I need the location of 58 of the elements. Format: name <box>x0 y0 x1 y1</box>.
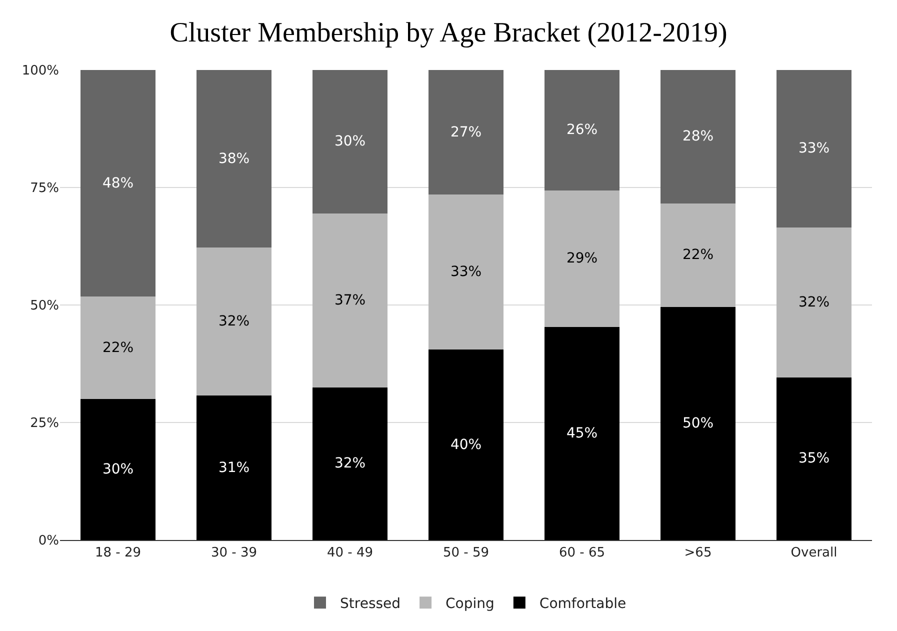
x-tick-label: 30 - 39 <box>210 546 258 561</box>
y-tick-label: 50% <box>30 298 59 314</box>
data-label: 30% <box>334 134 366 150</box>
x-tick-label: Overall <box>790 546 838 561</box>
data-label: 32% <box>218 314 250 330</box>
bar <box>80 70 156 297</box>
data-label: 45% <box>566 426 598 442</box>
bar <box>544 327 620 540</box>
y-tick-label: 100% <box>22 64 59 79</box>
legend-label: Comfortable <box>539 596 626 612</box>
data-label: 37% <box>334 292 366 308</box>
bar <box>196 70 272 248</box>
data-label: 48% <box>102 175 134 192</box>
data-label: 29% <box>566 250 598 267</box>
data-label: 31% <box>218 460 250 476</box>
bar <box>544 70 620 190</box>
x-tick-label: 60 - 65 <box>558 546 606 561</box>
chart-title: Cluster Membership by Age Bracket (2012-2019) <box>170 18 728 49</box>
data-label: 32% <box>334 456 366 472</box>
data-label: 35% <box>798 450 830 467</box>
bar <box>428 194 504 350</box>
bar <box>196 396 272 540</box>
legend-label: Coping <box>446 596 494 612</box>
bar <box>660 70 736 204</box>
data-label: 40% <box>450 436 482 453</box>
y-tick-label: 0% <box>38 534 59 549</box>
data-label: 30% <box>102 462 134 478</box>
bar <box>544 190 620 328</box>
x-tick-label: 50 - 59 <box>442 546 490 561</box>
bar <box>776 377 852 540</box>
x-tick-label: 18 - 29 <box>94 546 142 561</box>
data-label: 26% <box>566 122 598 138</box>
bar <box>776 70 852 228</box>
bar <box>312 213 388 388</box>
bar <box>660 306 736 540</box>
data-label: 38% <box>218 150 250 167</box>
data-label: 27% <box>450 124 482 140</box>
bar <box>80 399 156 540</box>
x-tick-label: >65 <box>684 546 712 561</box>
legend-label: Stressed <box>340 596 401 612</box>
data-label: 32% <box>798 294 830 310</box>
y-tick-label: 25% <box>30 416 59 432</box>
data-label: 28% <box>682 128 714 145</box>
data-label: 33% <box>450 264 482 280</box>
data-label: 22% <box>102 340 134 356</box>
x-tick-label: 40 - 49 <box>326 546 374 561</box>
bar <box>80 296 156 399</box>
bar <box>312 387 388 540</box>
bar <box>660 203 736 307</box>
data-label: 33% <box>798 140 830 157</box>
y-tick-label: 75% <box>30 181 59 196</box>
bar <box>428 350 504 540</box>
bar <box>196 248 272 396</box>
bar <box>312 70 388 214</box>
data-label: 50% <box>682 415 714 432</box>
bar <box>428 70 504 195</box>
bar <box>776 227 852 378</box>
data-label: 22% <box>682 247 714 264</box>
